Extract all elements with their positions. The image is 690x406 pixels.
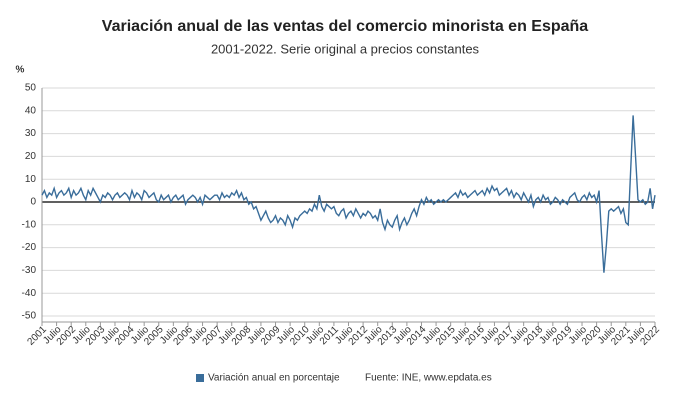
source: Fuente: INE, www.epdata.es (365, 373, 492, 384)
y-tick-label: -20 (22, 242, 37, 253)
y-unit: % (16, 65, 25, 76)
y-tick-label: -10 (22, 219, 37, 230)
y-tick-label: -30 (22, 265, 37, 276)
y-tick-label: 40 (25, 105, 37, 116)
y-tick-label: 30 (25, 128, 37, 139)
chart-subtitle: 2001-2022. Serie original a precios cons… (211, 41, 480, 56)
series-line (41, 115, 656, 273)
legend-swatch (196, 374, 204, 382)
y-tick-label: 50 (25, 83, 37, 94)
y-tick-label: -40 (22, 288, 37, 299)
y-tick-label: 20 (25, 151, 37, 162)
chart-title: Variación anual de las ventas del comerc… (102, 18, 589, 35)
y-tick-label: 10 (25, 174, 37, 185)
legend-label: Variación anual en porcentaje (208, 373, 340, 384)
y-tick-label: 0 (30, 197, 36, 208)
y-tick-label: -50 (22, 311, 37, 322)
